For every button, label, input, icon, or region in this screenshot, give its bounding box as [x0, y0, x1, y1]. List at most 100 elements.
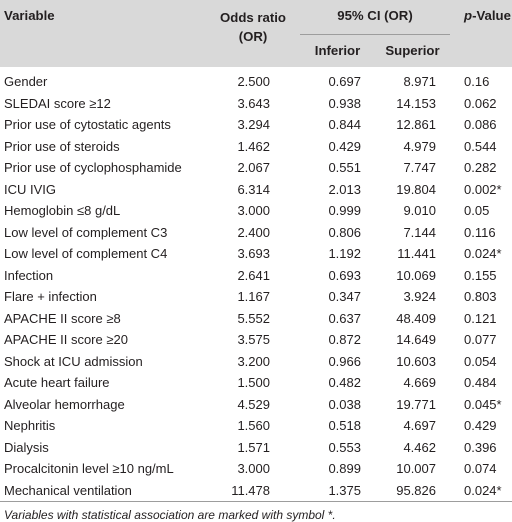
cell-ci-inferior: 0.899 [300, 458, 375, 480]
cell-ci-inferior: 0.518 [300, 415, 375, 437]
footnote-row: Variables with statistical association a… [0, 502, 512, 522]
cell-ci-superior: 48.409 [375, 308, 450, 330]
cell-ci-inferior: 0.966 [300, 351, 375, 373]
cell-ci-superior: 95.826 [375, 480, 450, 502]
cell-p-value: 0.054 [450, 351, 512, 373]
cell-variable: Hemoglobin ≤8 g/dL [0, 200, 206, 222]
cell-variable: Procalcitonin level ≥10 ng/mL [0, 458, 206, 480]
cell-variable: Mechanical ventilation [0, 480, 206, 502]
header-p-value: p-Value [450, 0, 512, 67]
header-inferior: Inferior [300, 35, 375, 68]
cell-odds-ratio: 5.552 [206, 308, 300, 330]
cell-variable: ICU IVIG [0, 179, 206, 201]
cell-p-value: 0.16 [450, 67, 512, 93]
header-row: Variable Odds ratio (OR) 95% CI (OR) p-V… [0, 0, 512, 35]
footnote: Variables with statistical association a… [0, 502, 512, 522]
cell-odds-ratio: 3.200 [206, 351, 300, 373]
cell-ci-superior: 14.153 [375, 93, 450, 115]
header-superior: Superior [375, 35, 450, 68]
cell-variable: Alveolar hemorrhage [0, 394, 206, 416]
cell-variable: Prior use of cytostatic agents [0, 114, 206, 136]
cell-ci-inferior: 0.999 [300, 200, 375, 222]
cell-odds-ratio: 1.462 [206, 136, 300, 158]
cell-p-value: 0.062 [450, 93, 512, 115]
cell-ci-superior: 14.649 [375, 329, 450, 351]
cell-ci-inferior: 0.693 [300, 265, 375, 287]
cell-p-value: 0.803 [450, 286, 512, 308]
cell-ci-inferior: 2.013 [300, 179, 375, 201]
cell-odds-ratio: 3.643 [206, 93, 300, 115]
cell-ci-superior: 7.144 [375, 222, 450, 244]
cell-p-value: 0.05 [450, 200, 512, 222]
cell-variable: Low level of complement C3 [0, 222, 206, 244]
cell-ci-inferior: 0.482 [300, 372, 375, 394]
cell-odds-ratio: 1.167 [206, 286, 300, 308]
cell-p-value: 0.121 [450, 308, 512, 330]
cell-variable: Nephritis [0, 415, 206, 437]
cell-p-value: 0.282 [450, 157, 512, 179]
cell-ci-superior: 12.861 [375, 114, 450, 136]
cell-p-value: 0.086 [450, 114, 512, 136]
cell-odds-ratio: 3.000 [206, 200, 300, 222]
cell-odds-ratio: 2.400 [206, 222, 300, 244]
cell-p-value: 0.024* [450, 480, 512, 502]
cell-odds-ratio: 4.529 [206, 394, 300, 416]
cell-odds-ratio: 1.560 [206, 415, 300, 437]
cell-p-value: 0.544 [450, 136, 512, 158]
cell-p-value: 0.002* [450, 179, 512, 201]
cell-odds-ratio: 6.314 [206, 179, 300, 201]
cell-ci-inferior: 0.844 [300, 114, 375, 136]
cell-variable: Prior use of steroids [0, 136, 206, 158]
cell-ci-inferior: 0.347 [300, 286, 375, 308]
cell-odds-ratio: 11.478 [206, 480, 300, 502]
cell-odds-ratio: 3.693 [206, 243, 300, 265]
cell-odds-ratio: 1.571 [206, 437, 300, 459]
cell-ci-superior: 4.669 [375, 372, 450, 394]
cell-variable: Shock at ICU admission [0, 351, 206, 373]
cell-ci-superior: 4.697 [375, 415, 450, 437]
cell-ci-superior: 10.007 [375, 458, 450, 480]
cell-odds-ratio: 3.000 [206, 458, 300, 480]
cell-odds-ratio: 2.067 [206, 157, 300, 179]
table-header: Variable Odds ratio (OR) 95% CI (OR) p-V… [0, 0, 512, 67]
cell-variable: Low level of complement C4 [0, 243, 206, 265]
cell-odds-ratio: 2.500 [206, 67, 300, 93]
table-footer: Variables with statistical association a… [0, 502, 512, 522]
header-odds-ratio: Odds ratio (OR) [206, 0, 300, 67]
cell-ci-superior: 8.971 [375, 67, 450, 93]
cell-ci-superior: 7.747 [375, 157, 450, 179]
cell-ci-superior: 9.010 [375, 200, 450, 222]
cell-variable: SLEDAI score ≥12 [0, 93, 206, 115]
cell-variable: APACHE II score ≥20 [0, 329, 206, 351]
cell-p-value: 0.396 [450, 437, 512, 459]
cell-ci-superior: 19.771 [375, 394, 450, 416]
cell-variable: Gender [0, 67, 206, 93]
cell-ci-inferior: 0.806 [300, 222, 375, 244]
cell-ci-inferior: 1.192 [300, 243, 375, 265]
header-p-italic: p [464, 8, 472, 23]
cell-ci-inferior: 0.697 [300, 67, 375, 93]
cell-ci-inferior: 0.553 [300, 437, 375, 459]
cell-ci-superior: 4.979 [375, 136, 450, 158]
cell-odds-ratio: 3.294 [206, 114, 300, 136]
cell-ci-inferior: 0.637 [300, 308, 375, 330]
cell-p-value: 0.484 [450, 372, 512, 394]
cell-ci-inferior: 0.872 [300, 329, 375, 351]
cell-ci-inferior: 0.551 [300, 157, 375, 179]
cell-ci-superior: 10.603 [375, 351, 450, 373]
cell-ci-superior: 10.069 [375, 265, 450, 287]
